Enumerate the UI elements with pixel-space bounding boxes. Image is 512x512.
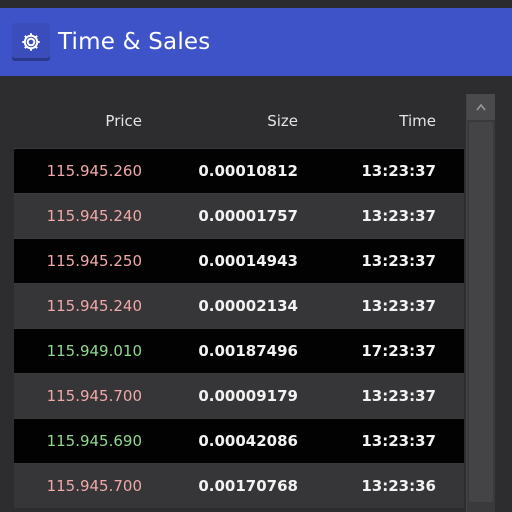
top-strip: [0, 0, 512, 8]
table-row[interactable]: 115.945.700 0.00009179 13:23:37: [14, 373, 464, 418]
table-row[interactable]: 115.945.250 0.00014943 13:23:37: [14, 238, 464, 283]
trade-time: 13:23:37: [361, 387, 436, 405]
trade-size: 0.00187496: [198, 342, 298, 360]
trade-time: 13:23:37: [361, 162, 436, 180]
scroll-thumb[interactable]: [469, 122, 493, 502]
column-headers: Price Size Time: [14, 106, 464, 136]
trade-time: 17:23:37: [361, 342, 436, 360]
column-header-time[interactable]: Time: [399, 112, 436, 130]
trade-size: 0.00014943: [198, 252, 298, 270]
trade-time: 13:23:37: [361, 207, 436, 225]
table-row[interactable]: 115.945.260 0.00010812 13:23:37: [14, 148, 464, 193]
trade-size: 0.00001757: [198, 207, 298, 225]
scrollbar[interactable]: [466, 94, 495, 512]
table-row[interactable]: 115.945.690 0.00042086 13:23:37: [14, 418, 464, 463]
trade-price: 115.949.010: [46, 342, 142, 360]
trades-table: 115.945.260 0.00010812 13:23:37 115.945.240…: [14, 148, 464, 508]
table-row[interactable]: 115.949.010 0.00187496 17:23:37: [14, 328, 464, 373]
trade-price: 115.945.700: [46, 387, 142, 405]
trade-size: 0.00170768: [198, 477, 298, 495]
trade-time: 13:23:36: [361, 477, 436, 495]
widget-title: Time & Sales: [58, 29, 211, 55]
trade-price: 115.945.240: [46, 207, 142, 225]
table-row[interactable]: 115.945.240 0.00002134 13:23:37: [14, 283, 464, 328]
trade-price: 115.945.700: [46, 477, 142, 495]
table-row[interactable]: 115.945.700 0.00170768 13:23:36: [14, 463, 464, 508]
trade-size: 0.00009179: [198, 387, 298, 405]
trade-time: 13:23:37: [361, 252, 436, 270]
widget-header: Time & Sales: [0, 8, 512, 76]
chevron-up-icon: [476, 103, 486, 111]
trade-price: 115.945.690: [46, 432, 142, 450]
trade-size: 0.00002134: [198, 297, 298, 315]
trade-size: 0.00010812: [198, 162, 298, 180]
column-header-price[interactable]: Price: [105, 112, 142, 130]
trade-price: 115.945.250: [46, 252, 142, 270]
table-row[interactable]: 115.945.240 0.00001757 13:23:37: [14, 193, 464, 238]
trade-time: 13:23:37: [361, 432, 436, 450]
trade-price: 115.945.240: [46, 297, 142, 315]
settings-button[interactable]: [12, 23, 50, 61]
gear-icon: [22, 33, 40, 51]
trade-price: 115.945.260: [46, 162, 142, 180]
column-header-size[interactable]: Size: [267, 112, 298, 130]
scroll-up-button[interactable]: [467, 94, 495, 120]
trade-time: 13:23:37: [361, 297, 436, 315]
trade-size: 0.00042086: [198, 432, 298, 450]
